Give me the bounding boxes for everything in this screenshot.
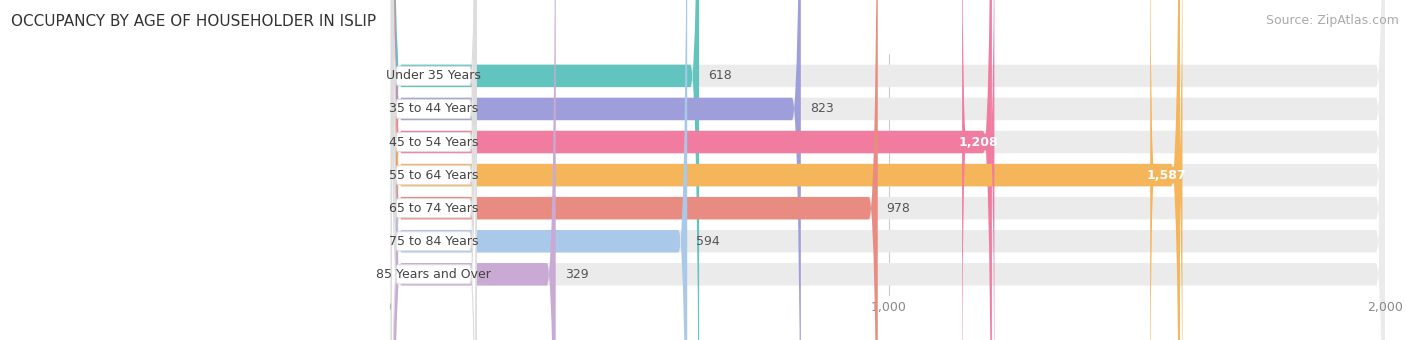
FancyBboxPatch shape [392, 0, 1385, 340]
Text: Source: ZipAtlas.com: Source: ZipAtlas.com [1265, 14, 1399, 27]
Text: 65 to 74 Years: 65 to 74 Years [389, 202, 478, 215]
FancyBboxPatch shape [391, 0, 475, 340]
Text: 45 to 54 Years: 45 to 54 Years [389, 136, 478, 149]
Text: 618: 618 [709, 69, 731, 82]
FancyBboxPatch shape [392, 0, 688, 340]
Text: 75 to 84 Years: 75 to 84 Years [389, 235, 478, 248]
Text: 594: 594 [696, 235, 720, 248]
FancyBboxPatch shape [392, 0, 1385, 340]
FancyBboxPatch shape [392, 0, 1385, 340]
FancyBboxPatch shape [392, 0, 1385, 340]
FancyBboxPatch shape [962, 0, 994, 340]
Text: 35 to 44 Years: 35 to 44 Years [389, 102, 478, 116]
FancyBboxPatch shape [392, 0, 991, 340]
Text: Under 35 Years: Under 35 Years [387, 69, 481, 82]
FancyBboxPatch shape [392, 0, 555, 340]
Text: 978: 978 [887, 202, 911, 215]
FancyBboxPatch shape [392, 0, 1385, 340]
FancyBboxPatch shape [391, 0, 475, 340]
FancyBboxPatch shape [391, 0, 475, 340]
Text: 329: 329 [565, 268, 588, 281]
FancyBboxPatch shape [392, 0, 1385, 340]
FancyBboxPatch shape [392, 0, 877, 340]
FancyBboxPatch shape [1150, 0, 1182, 340]
FancyBboxPatch shape [391, 0, 475, 340]
FancyBboxPatch shape [392, 0, 1180, 340]
Text: 55 to 64 Years: 55 to 64 Years [389, 169, 478, 182]
FancyBboxPatch shape [391, 0, 475, 340]
FancyBboxPatch shape [391, 0, 475, 340]
Text: 823: 823 [810, 102, 834, 116]
FancyBboxPatch shape [391, 0, 475, 340]
Text: 1,587: 1,587 [1146, 169, 1187, 182]
Text: OCCUPANCY BY AGE OF HOUSEHOLDER IN ISLIP: OCCUPANCY BY AGE OF HOUSEHOLDER IN ISLIP [11, 14, 377, 29]
Text: 85 Years and Over: 85 Years and Over [377, 268, 491, 281]
FancyBboxPatch shape [392, 0, 1385, 340]
Text: 1,208: 1,208 [959, 136, 998, 149]
FancyBboxPatch shape [392, 0, 699, 340]
FancyBboxPatch shape [392, 0, 801, 340]
